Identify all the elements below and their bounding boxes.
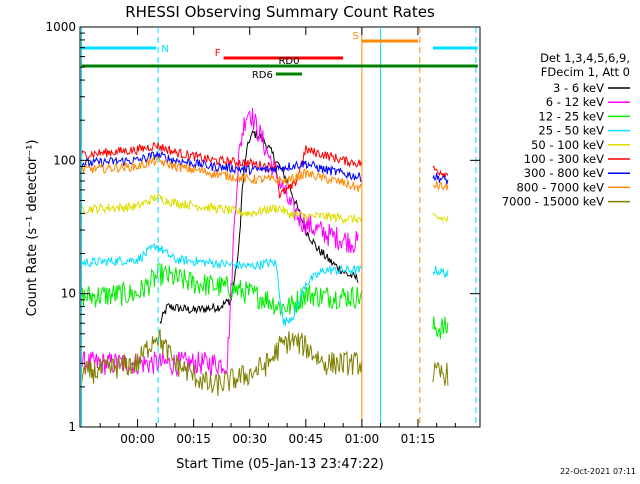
- series-line-3: [81, 263, 449, 340]
- legend-label-5: 50 - 100 keV: [531, 138, 604, 152]
- series-line-8: [81, 155, 449, 193]
- x-tick-label: 00:00: [120, 432, 155, 446]
- y-tick-label: 1: [68, 420, 76, 434]
- series-line-9: [81, 329, 449, 397]
- flag-label-rd6: RD6: [252, 70, 273, 81]
- plot-frame: [79, 26, 481, 428]
- y-axis-label: Count Rate (s⁻¹ detector⁻¹): [25, 140, 40, 317]
- flag-label-f: F: [215, 48, 221, 59]
- series-line-2: [81, 107, 359, 378]
- legend-label-8: 800 - 7000 keV: [516, 180, 604, 194]
- y-tick-label: 1000: [45, 20, 76, 34]
- legend-header-line-1: Det 1,3,4,5,6,9,: [540, 51, 630, 65]
- x-axis-label: Start Time (05-Jan-13 23:47:22): [176, 457, 384, 472]
- y-tick-label: 10: [61, 287, 76, 301]
- legend-label-6: 100 - 300 keV: [524, 152, 604, 166]
- x-tick-label: 01:15: [401, 432, 436, 446]
- y-tick-label: 100: [53, 153, 76, 167]
- legend: Det 1,3,4,5,6,9, FDecim 1, Att 0 3 - 6 k…: [502, 51, 630, 209]
- series-line-6: [81, 141, 449, 199]
- footer-timestamp: 22-Oct-2021 07:11: [560, 467, 636, 476]
- x-tick-label: 00:30: [232, 432, 267, 446]
- legend-label-1: 3 - 6 keV: [553, 81, 604, 95]
- legend-label-3: 12 - 25 keV: [538, 109, 604, 123]
- legend-header-line-2: FDecim 1, Att 0: [541, 65, 630, 79]
- series-line-7: [81, 150, 449, 185]
- y-axis-ticks: 1 10 100 1000: [45, 20, 480, 434]
- legend-label-4: 25 - 50 keV: [538, 124, 604, 138]
- flag-label-rd0: RD0: [278, 56, 299, 67]
- x-tick-label: 00:45: [288, 432, 323, 446]
- plot-area: [80, 27, 478, 427]
- legend-label-9: 7000 - 15000 keV: [502, 195, 604, 209]
- series-line-5: [81, 192, 449, 225]
- legend-label-7: 300 - 800 keV: [524, 166, 604, 180]
- flag-label-n: N: [161, 44, 168, 55]
- legend-label-2: 6 - 12 keV: [546, 95, 604, 109]
- x-tick-label: 00:15: [176, 432, 211, 446]
- series-line-4: [81, 243, 449, 327]
- flag-label-s: S: [353, 31, 359, 42]
- plot-border: [79, 26, 481, 428]
- x-axis-ticks: 00:00 00:15 00:30 00:45 01:00 01:15: [99, 27, 456, 446]
- x-tick-label: 01:00: [345, 432, 380, 446]
- chart-title: RHESSI Observing Summary Count Rates: [125, 3, 435, 21]
